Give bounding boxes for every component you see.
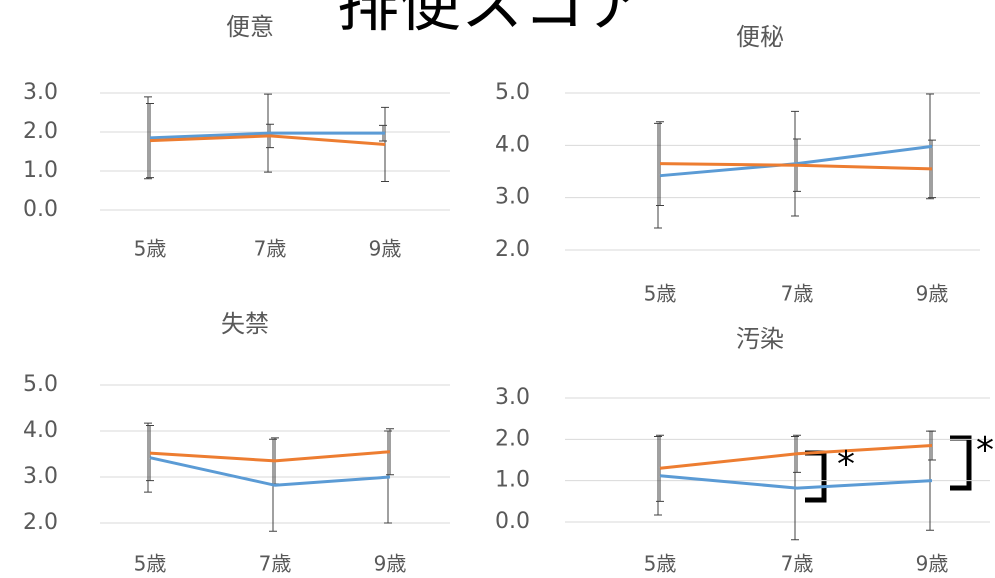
x-tick-label: 9歳 (374, 552, 407, 576)
x-tick-label: 5歳 (134, 237, 167, 261)
annotation: * (976, 430, 994, 471)
chart-title: 汚染 (736, 325, 784, 353)
y-tick-label: 4.0 (23, 418, 58, 443)
chart-title: 便秘 (736, 23, 784, 51)
slide-title: 排便スコア (337, 0, 647, 40)
error-bar (144, 96, 152, 180)
y-tick-label: 0.0 (495, 509, 530, 534)
series-line (149, 450, 391, 463)
x-tick-label: 7歳 (781, 282, 814, 306)
y-tick-label: 1.0 (23, 158, 58, 183)
series-line (659, 444, 933, 470)
x-tick-label: 9歳 (916, 282, 949, 306)
error-bar (928, 139, 936, 199)
y-tick-label: 2.0 (495, 237, 530, 262)
x-tick-label: 7歳 (781, 552, 814, 576)
series-line (659, 474, 933, 490)
y-tick-label: 0.0 (23, 197, 58, 222)
y-tick-label: 3.0 (23, 464, 58, 489)
series-line (149, 456, 391, 487)
y-tick-label: 2.0 (23, 119, 58, 144)
annotation: * (837, 444, 855, 485)
series-line (659, 162, 933, 171)
error-bar (654, 435, 662, 516)
significance-bracket (805, 450, 827, 503)
chart-title: 失禁 (221, 310, 269, 338)
y-tick-label: 2.0 (23, 510, 58, 535)
x-tick-label: 9歳 (916, 552, 949, 576)
y-tick-label: 2.0 (495, 426, 530, 451)
x-tick-label: 9歳 (369, 237, 402, 261)
series-line (149, 131, 385, 140)
y-tick-label: 4.0 (495, 132, 530, 157)
significance-bracket (950, 435, 972, 491)
y-tick-label: 5.0 (23, 372, 58, 397)
y-tick-label: 3.0 (495, 385, 530, 410)
x-tick-label: 5歳 (644, 282, 677, 306)
chart-title: 便意 (226, 13, 274, 41)
y-tick-label: 1.0 (495, 468, 530, 493)
y-tick-label: 3.0 (495, 185, 530, 210)
x-tick-label: 7歳 (259, 552, 292, 576)
series-line (149, 134, 386, 146)
y-tick-label: 5.0 (495, 80, 530, 105)
error-bar (654, 122, 662, 229)
x-tick-label: 5歳 (134, 552, 167, 576)
x-tick-label: 5歳 (644, 552, 677, 576)
x-tick-label: 7歳 (254, 237, 287, 261)
series-line (659, 144, 933, 178)
y-tick-label: 3.0 (23, 80, 58, 105)
